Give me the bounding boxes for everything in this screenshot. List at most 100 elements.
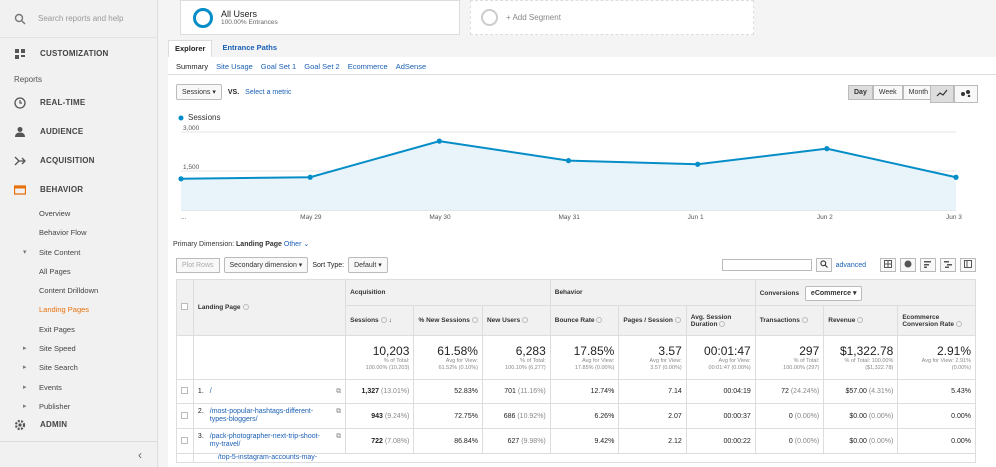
sidebar-item-events[interactable]: Events [0, 378, 157, 398]
help-icon [857, 317, 864, 324]
sidebar-item-site-search[interactable]: Site Search [0, 358, 157, 378]
select-metric-link[interactable]: Select a metric [245, 88, 292, 96]
sidebar-item-all-pages[interactable]: All Pages [39, 266, 71, 276]
sidebar-item-realtime[interactable]: REAL-TIME [0, 88, 157, 117]
subtab-adsense[interactable]: AdSense [395, 62, 427, 71]
sidebar-item-content-drilldown[interactable]: Content Drilldown [39, 286, 99, 296]
row-checkbox[interactable] [181, 387, 188, 394]
data-point[interactable] [695, 161, 701, 167]
column-header-revenue[interactable]: Revenue [823, 305, 899, 336]
sort-type-value: Default [354, 262, 377, 269]
sort-type-select[interactable]: Default ▾ [348, 257, 388, 273]
sidebar-item-behavior[interactable]: BEHAVIOR [0, 175, 157, 204]
primary-dimension-value: Landing Page [236, 241, 282, 248]
cell-conversion-rate: 0.00% [897, 403, 976, 429]
advanced-filter-link[interactable]: advanced [835, 261, 866, 269]
help-icon [242, 304, 249, 311]
column-header-ecommerce-conversion-rate[interactable]: Ecommerce Conversion Rate [897, 305, 976, 336]
new-users-value: 701 [504, 388, 516, 395]
subtab-summary[interactable]: Summary [176, 62, 209, 71]
sidebar-item-site-content[interactable]: Site Content [0, 243, 157, 263]
open-link-icon[interactable]: ⧉ [336, 408, 342, 415]
day-button[interactable]: Day [848, 85, 873, 100]
transactions-percent: (24.24%) [790, 388, 820, 395]
line-chart-icon [936, 89, 948, 97]
cell-pages-per-session: 2.12 [618, 428, 687, 454]
plot-rows-button[interactable]: Plot Rows [176, 257, 220, 273]
sidebar-item-acquisition[interactable]: ACQUISITION [0, 146, 157, 175]
metric-select-value: Sessions [182, 89, 211, 96]
subtab-site-usage[interactable]: Site Usage [216, 62, 253, 71]
subtab-ecommerce[interactable]: Ecommerce [347, 62, 388, 71]
row-checkbox[interactable] [181, 436, 188, 444]
sidebar-item-admin[interactable]: ADMIN [0, 410, 67, 439]
column-header-sessions[interactable]: Sessions ↓ [345, 305, 415, 336]
data-point[interactable] [178, 176, 184, 182]
motion-chart-button[interactable] [954, 85, 978, 103]
data-point[interactable] [953, 174, 959, 180]
total-ecommerce-conversion-rate: 2.91% Avg for View: 2.91% (0.00%) [897, 335, 976, 380]
landing-page-link[interactable]: / [209, 387, 212, 395]
segment-all-users[interactable]: All Users 100.00% Entrances [180, 0, 460, 35]
open-link-icon[interactable]: ⧉ [336, 387, 342, 395]
partial-row-page[interactable]: /top-5-instagram-accounts-may- [192, 453, 977, 463]
row-checkbox[interactable] [181, 411, 188, 419]
open-link-icon[interactable]: ⧉ [336, 433, 342, 440]
table-search-input[interactable] [721, 259, 812, 271]
column-header-bounce-rate[interactable]: Bounce Rate [549, 305, 620, 336]
landing-page-header[interactable]: Landing Page [192, 279, 347, 336]
tab-entrance-paths[interactable]: Entrance Paths [222, 43, 278, 52]
data-point[interactable] [565, 158, 572, 164]
person-icon [14, 126, 26, 138]
sidebar-item-audience[interactable]: AUDIENCE [0, 117, 157, 146]
column-header-new-users[interactable]: New Users [481, 305, 551, 336]
metric-select[interactable]: Sessions ▾ [176, 84, 222, 100]
landing-page-link[interactable]: /most-popular-hashtags-different-types-b… [209, 408, 314, 423]
data-point[interactable] [436, 138, 442, 144]
week-button[interactable]: Week [872, 85, 903, 100]
month-button[interactable]: Month [902, 85, 935, 100]
percentage-view-button[interactable] [900, 258, 916, 272]
table-search-button[interactable] [815, 258, 832, 272]
data-point[interactable] [824, 146, 830, 152]
row-checkbox-cell [176, 428, 194, 454]
sidebar-item-publisher[interactable]: Publisher [0, 397, 157, 417]
comparison-view-button[interactable] [940, 258, 956, 272]
tab-explorer[interactable]: Explorer [168, 40, 213, 57]
sidebar-search[interactable]: Search reports and help [0, 0, 157, 38]
add-segment-button[interactable]: + Add Segment [470, 0, 754, 35]
column-header-pages-per-session[interactable]: Pages / Session [618, 305, 687, 336]
total-caption: % of Total: [520, 357, 546, 364]
row-number: 2. [197, 408, 204, 415]
sidebar-item-exit-pages[interactable]: Exit Pages [39, 324, 75, 334]
new-users-value: 627 [507, 437, 520, 445]
sidebar-item-behavior-flow[interactable]: Behavior Flow [39, 228, 87, 238]
x-tick-label: May 31 [559, 214, 581, 221]
line-chart-button[interactable] [930, 85, 954, 103]
sidebar-item-site-speed[interactable]: Site Speed [0, 339, 157, 359]
data-view-button[interactable] [880, 258, 896, 272]
performance-view-button[interactable] [920, 258, 936, 272]
sidebar-item-landing-pages[interactable]: Landing Pages [39, 305, 90, 315]
cell-avg-session-duration: 00:00:37 [685, 403, 756, 429]
data-point[interactable] [307, 174, 313, 180]
acquisition-icon [14, 155, 26, 167]
secondary-dimension-select[interactable]: Secondary dimension ▾ [223, 257, 309, 273]
select-all-checkbox[interactable] [181, 303, 188, 310]
total-detail: ($1,322.78) [865, 364, 894, 371]
conversions-select[interactable]: eCommerce ▾ [804, 285, 863, 301]
other-dimension-link[interactable]: Other ⌄ [283, 241, 310, 248]
column-header-label: Pages / Session [623, 317, 673, 324]
pivot-view-button[interactable] [960, 258, 976, 272]
vs-label: VS. [227, 88, 240, 96]
column-header-new-sessions[interactable]: % New Sessions [413, 305, 483, 336]
column-header-avg-session-duration[interactable]: Avg. Session Duration [685, 305, 756, 336]
subtab-goal-set-1[interactable]: Goal Set 1 [260, 62, 297, 71]
sidebar-item-customization[interactable]: CUSTOMIZATION [0, 39, 157, 68]
sidebar-item-overview[interactable]: Overview [39, 209, 71, 218]
collapse-sidebar-button[interactable]: ‹ [0, 441, 158, 467]
subtab-goal-set-2[interactable]: Goal Set 2 [304, 62, 340, 71]
cell-sessions: 722 (7.08%) [345, 428, 415, 454]
landing-page-link[interactable]: /pack-photographer-next-trip-shoot-my-tr… [209, 433, 320, 448]
column-header-transactions[interactable]: Transactions [754, 305, 825, 336]
